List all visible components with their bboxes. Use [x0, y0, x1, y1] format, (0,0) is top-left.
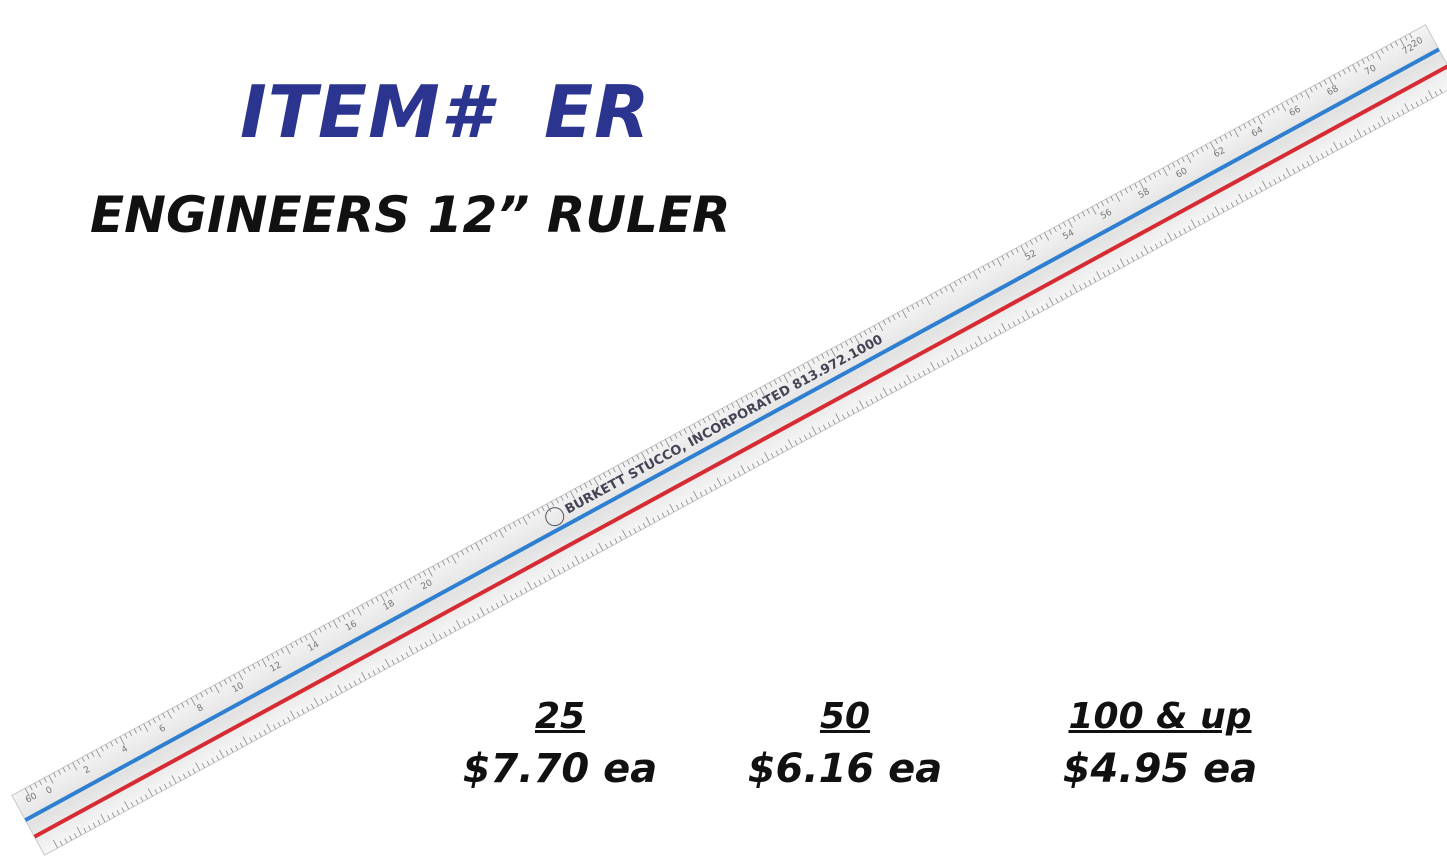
page: 60 20 BURKETT STUCCO, INCORPORATED 813.9… — [0, 0, 1447, 861]
tier: 25 $7.70 ea — [410, 693, 710, 797]
quantity: 50 — [695, 693, 995, 741]
quantity: 25 — [410, 693, 710, 741]
price: $6.16 ea — [695, 741, 995, 797]
title: ITEM# ER — [240, 70, 651, 154]
imprint: BURKETT STUCCO, INCORPORATED 813.972.100… — [563, 332, 886, 517]
subtitle: ENGINEERS 12” RULER — [90, 186, 731, 244]
quantity: 100 & up — [1010, 693, 1310, 741]
tier: 50 $6.16 ea — [695, 693, 995, 797]
price: $7.70 ea — [410, 741, 710, 797]
tier: 100 & up $4.95 ea — [1010, 693, 1310, 797]
price: $4.95 ea — [1010, 741, 1310, 797]
